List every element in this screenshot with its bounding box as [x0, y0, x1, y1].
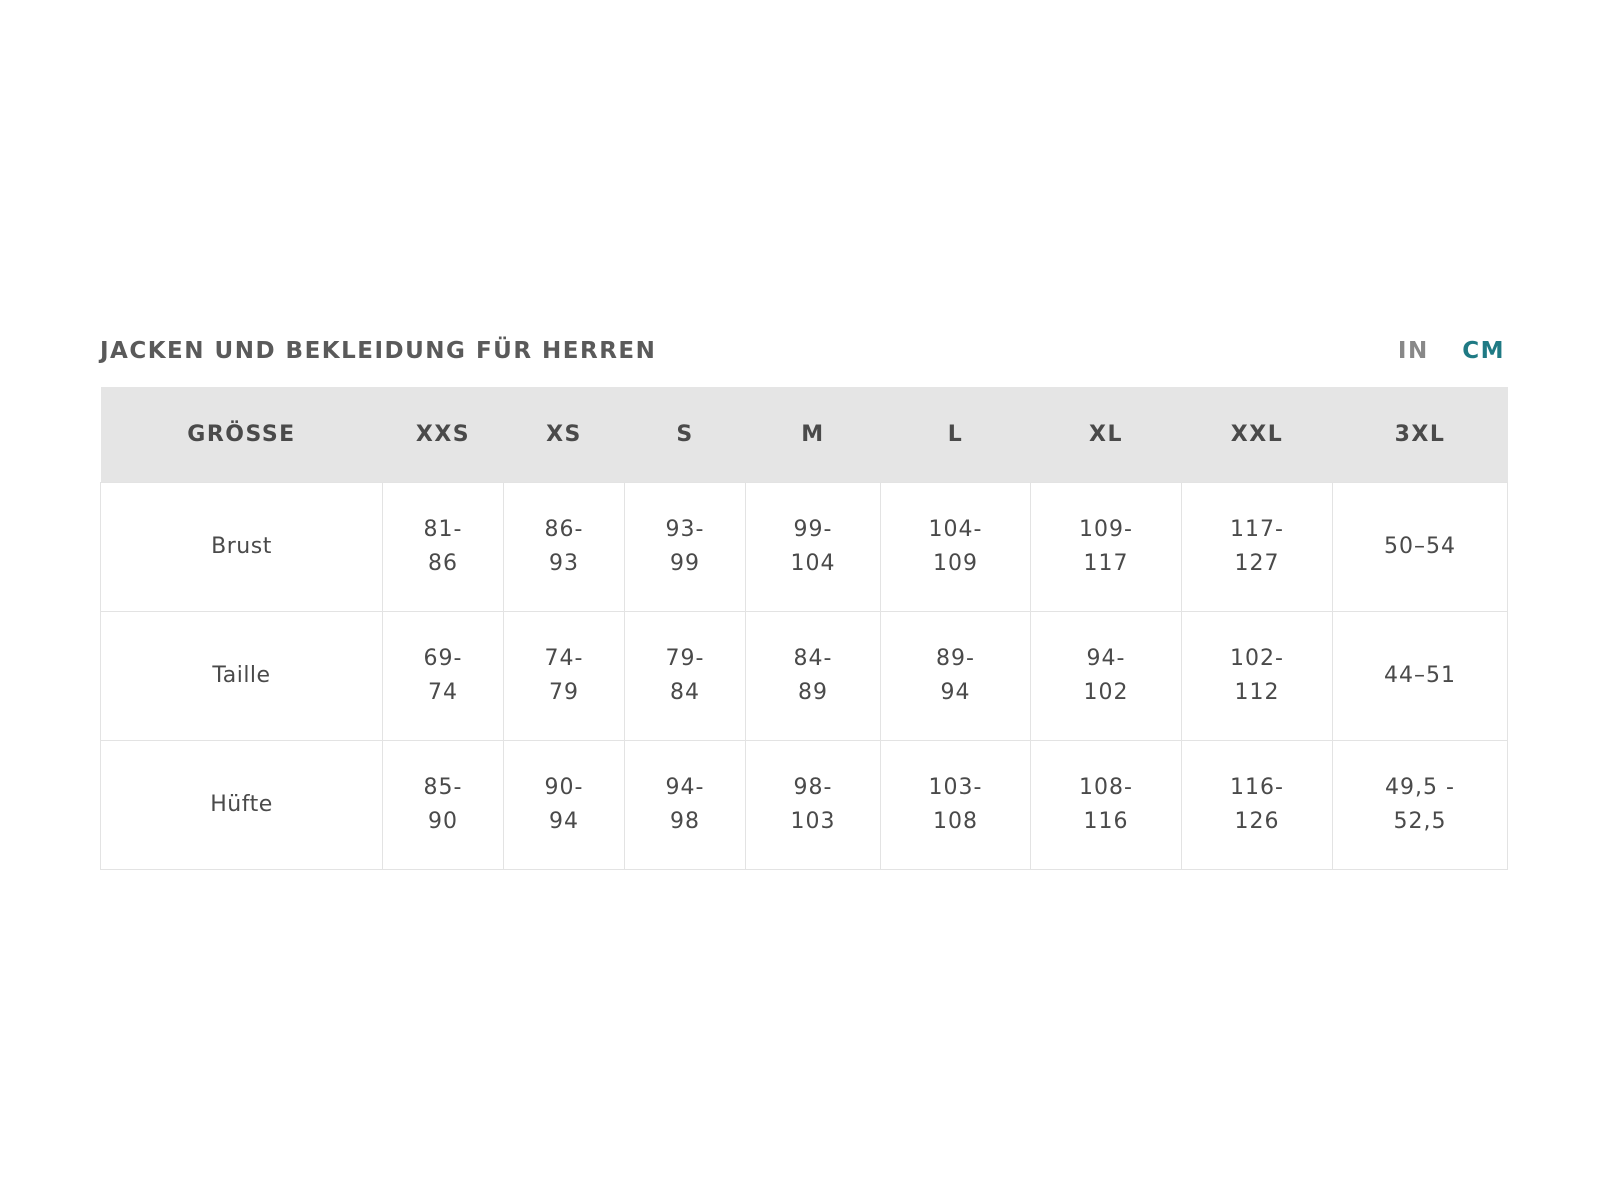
column-header: S	[624, 387, 746, 483]
column-header: XXL	[1181, 387, 1333, 483]
cell-value: 89-94	[936, 646, 975, 705]
table-cell: 99- 104	[745, 482, 881, 612]
cell-value: 69-74	[423, 646, 463, 705]
row-label: Taille	[100, 611, 383, 741]
cell-value: 104- 109	[928, 517, 983, 576]
cell-value: 94-98	[665, 775, 705, 834]
size-chart-title: JACKEN UND BEKLEIDUNG FÜR HERREN	[100, 338, 657, 364]
table-row: Hüfte 85-90 90-94 94-98 98- 103 103- 108 108- 116…	[100, 740, 1508, 870]
table-cell: 116- 126	[1181, 740, 1333, 870]
table-cell: 98- 103	[745, 740, 881, 870]
table-cell: 90-94	[503, 740, 625, 870]
table-cell: 84-89	[745, 611, 881, 741]
table-row: Brust 81-86 86-93 93-99 99- 104 104- 109 109- 117…	[100, 482, 1508, 612]
table-cell: 86-93	[503, 482, 625, 612]
cell-value: 102- 112	[1230, 646, 1284, 705]
column-header: M	[745, 387, 881, 483]
cell-value: 116- 126	[1230, 775, 1284, 834]
table-cell: 81-86	[382, 482, 504, 612]
column-header: L	[880, 387, 1031, 483]
table-cell: 94-98	[624, 740, 746, 870]
table-cell: 89-94	[880, 611, 1031, 741]
cell-value: 49,5 -52,5	[1385, 775, 1455, 834]
table-cell: 103- 108	[880, 740, 1031, 870]
unit-toggle: IN CM	[1374, 338, 1505, 364]
column-header: XS	[503, 387, 625, 483]
cell-value: 90-94	[544, 775, 584, 834]
column-header: XXS	[382, 387, 504, 483]
cell-value: 99- 104	[790, 517, 836, 576]
cell-value: 81-86	[423, 517, 463, 576]
cell-value: 93-99	[665, 517, 705, 576]
table-cell: 49,5 -52,5	[1332, 740, 1508, 870]
table-header-row: GRÖSSE XXS XS S M L XL XXL 3XL	[100, 387, 1508, 483]
table-cell: 104- 109	[880, 482, 1031, 612]
cell-value: 117- 127	[1230, 517, 1284, 576]
cell-value: 103- 108	[928, 775, 983, 834]
table-cell: 85-90	[382, 740, 504, 870]
row-label: Brust	[100, 482, 383, 612]
cell-value: 50–54	[1384, 534, 1456, 559]
table-cell: 93-99	[624, 482, 746, 612]
table-row: Taille 69-74 74-79 79-84 84-89 89-94 94- 102 102…	[100, 611, 1508, 741]
column-header: 3XL	[1332, 387, 1508, 483]
cell-value: 44–51	[1384, 663, 1456, 688]
cell-value: 109- 117	[1079, 517, 1133, 576]
table-cell: 50–54	[1332, 482, 1508, 612]
table-cell: 102- 112	[1181, 611, 1333, 741]
cell-value: 74-79	[544, 646, 584, 705]
cell-value: 84-89	[793, 646, 833, 705]
cell-value: 98- 103	[790, 775, 836, 834]
column-header: XL	[1030, 387, 1182, 483]
size-table: GRÖSSE XXS XS S M L XL XXL 3XL Brust 81-86 86-93 93…	[100, 387, 1508, 870]
column-header-size: GRÖSSE	[100, 387, 383, 483]
row-label: Hüfte	[100, 740, 383, 870]
table-cell: 117- 127	[1181, 482, 1333, 612]
table-cell: 44–51	[1332, 611, 1508, 741]
cell-value: 79-84	[665, 646, 705, 705]
unit-in-button[interactable]: IN	[1397, 338, 1429, 364]
table-cell: 109- 117	[1030, 482, 1182, 612]
cell-value: 86-93	[544, 517, 584, 576]
cell-value: 85-90	[423, 775, 463, 834]
table-cell: 108- 116	[1030, 740, 1182, 870]
table-cell: 94- 102	[1030, 611, 1182, 741]
cell-value: 108- 116	[1079, 775, 1133, 834]
cell-value: 94- 102	[1083, 646, 1129, 705]
unit-cm-button[interactable]: CM	[1462, 338, 1505, 364]
table-cell: 74-79	[503, 611, 625, 741]
table-cell: 69-74	[382, 611, 504, 741]
table-cell: 79-84	[624, 611, 746, 741]
